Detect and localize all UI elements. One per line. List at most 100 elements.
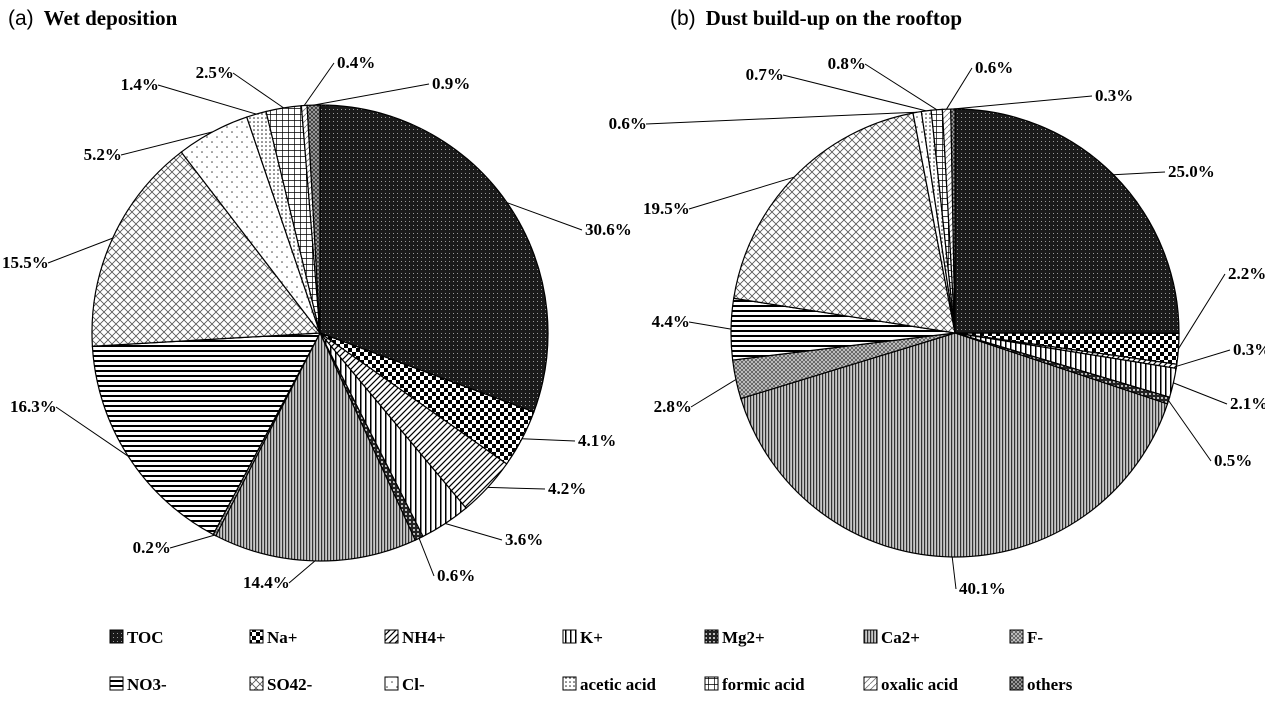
- legend-label: acetic acid: [580, 675, 657, 694]
- legend-swatch: [704, 629, 719, 644]
- legend-label: TOC: [127, 628, 164, 647]
- legend-entry-others: others: [1009, 675, 1073, 694]
- legend-label: NO3-: [127, 675, 167, 694]
- legend-label: K+: [580, 628, 603, 647]
- legend-label: others: [1027, 675, 1073, 694]
- leader-line: [487, 486, 546, 490]
- data-label-so42: 15.5%: [2, 253, 49, 272]
- leader-line: [445, 523, 503, 541]
- legend-entry-mg2: Mg2+: [704, 628, 765, 647]
- data-label-ca2: 14.4%: [243, 573, 290, 592]
- panel-a-name: Wet deposition: [43, 6, 178, 30]
- leader-line: [946, 67, 973, 110]
- legend-swatch: [384, 629, 399, 644]
- panel-a-title: (a) Wet deposition: [8, 6, 177, 31]
- legend-entry-no3: NO3-: [109, 675, 167, 694]
- leader-line: [47, 237, 113, 264]
- legend-label: Na+: [267, 628, 297, 647]
- legend-entry-toc: TOC: [109, 628, 164, 647]
- legend-entry-ca2: Ca2+: [863, 628, 920, 647]
- legend-label: Mg2+: [722, 628, 765, 647]
- leader-line: [169, 534, 215, 549]
- data-label-f: 2.8%: [654, 397, 692, 416]
- data-label-others: 0.9%: [432, 74, 470, 93]
- leader-line: [645, 111, 918, 125]
- slice-no3: [91, 332, 322, 536]
- leader-line: [688, 321, 732, 330]
- leader-line: [688, 176, 795, 210]
- legend-entry-nh4: NH4+: [384, 628, 446, 647]
- legend-label: Ca2+: [881, 628, 920, 647]
- leader-line: [951, 556, 957, 590]
- slice-toc: [319, 104, 549, 413]
- leader-line: [1177, 273, 1226, 350]
- pie-a: 30.6% 4.1% 4.2% 3.6% 0.6% 14.4% 0.2% 16.3% 15.5%…: [2, 53, 632, 592]
- slice-toc: [954, 108, 1180, 334]
- data-label-others: 0.3%: [1095, 86, 1133, 105]
- data-label-na: 4.1%: [578, 431, 616, 450]
- leader-line: [864, 63, 937, 111]
- data-label-acetic-acid: 0.7%: [746, 65, 784, 84]
- data-label-toc: 30.6%: [585, 220, 632, 239]
- legend-label: Cl-: [402, 675, 425, 694]
- slice-ca2: [214, 331, 417, 562]
- data-label-mg2: 0.6%: [437, 566, 475, 585]
- data-label-formic-acid: 2.5%: [196, 63, 234, 82]
- data-label-oxalic-acid: 0.4%: [337, 53, 375, 72]
- legend-entry-formic-acid: formic acid: [704, 675, 805, 694]
- leader-line: [288, 560, 316, 584]
- legend-entry-na: Na+: [249, 628, 297, 647]
- leader-line: [521, 438, 576, 442]
- data-label-nh4: 0.3%: [1233, 340, 1265, 359]
- legend-swatch: [863, 629, 878, 644]
- legend-label: SO42-: [267, 675, 313, 694]
- leader-line: [1113, 171, 1166, 176]
- legend-swatch: [863, 676, 878, 691]
- data-label-cl: 5.2%: [84, 145, 122, 164]
- panel-a-tag: (a): [8, 7, 34, 30]
- legend-swatch: [1009, 676, 1024, 691]
- data-label-k: 2.1%: [1230, 394, 1265, 413]
- legend-entry-oxalic-acid: oxalic acid: [863, 675, 959, 694]
- legend-entry-cl: Cl-: [384, 675, 425, 694]
- slice-so42: [733, 112, 956, 334]
- legend-swatch: [704, 676, 719, 691]
- leader-line: [782, 74, 927, 112]
- panel-b-title: (b) Dust build-up on the rooftop: [670, 6, 962, 31]
- slice-ca2: [740, 332, 1169, 558]
- leader-line: [1168, 400, 1212, 462]
- data-label-cl: 0.6%: [609, 114, 647, 133]
- leader-line: [418, 538, 435, 577]
- leader-line: [120, 131, 213, 156]
- leader-line: [952, 95, 1093, 110]
- leader-line: [55, 406, 129, 457]
- leader-line: [506, 202, 583, 231]
- leader-line: [303, 62, 335, 106]
- leader-line: [690, 379, 737, 408]
- data-label-ca2: 40.1%: [959, 579, 1006, 598]
- legend-swatch: [1009, 629, 1024, 644]
- legend-entry-so42: SO42-: [249, 675, 313, 694]
- leader-line: [232, 72, 284, 109]
- data-label-oxalic-acid: 0.6%: [975, 58, 1013, 77]
- data-label-nh4: 4.2%: [548, 479, 586, 498]
- legend-swatch: [249, 676, 264, 691]
- legend-swatch: [109, 676, 124, 691]
- legend-swatch: [249, 629, 264, 644]
- panel-b-name: Dust build-up on the rooftop: [705, 6, 963, 30]
- legend-entry-f: F-: [1009, 628, 1043, 647]
- data-label-na: 2.2%: [1228, 264, 1265, 283]
- legend-swatch: [562, 629, 577, 644]
- leader-line: [1176, 349, 1231, 367]
- legend-swatch: [109, 629, 124, 644]
- legend-label: NH4+: [402, 628, 446, 647]
- panel-b-tag: (b): [670, 7, 696, 30]
- legend-label: F-: [1027, 628, 1043, 647]
- leader-line: [1173, 382, 1228, 405]
- legend-entry-k: K+: [562, 628, 603, 647]
- data-label-so42: 19.5%: [643, 199, 690, 218]
- legend-swatch: [384, 676, 399, 691]
- leader-line: [157, 84, 257, 115]
